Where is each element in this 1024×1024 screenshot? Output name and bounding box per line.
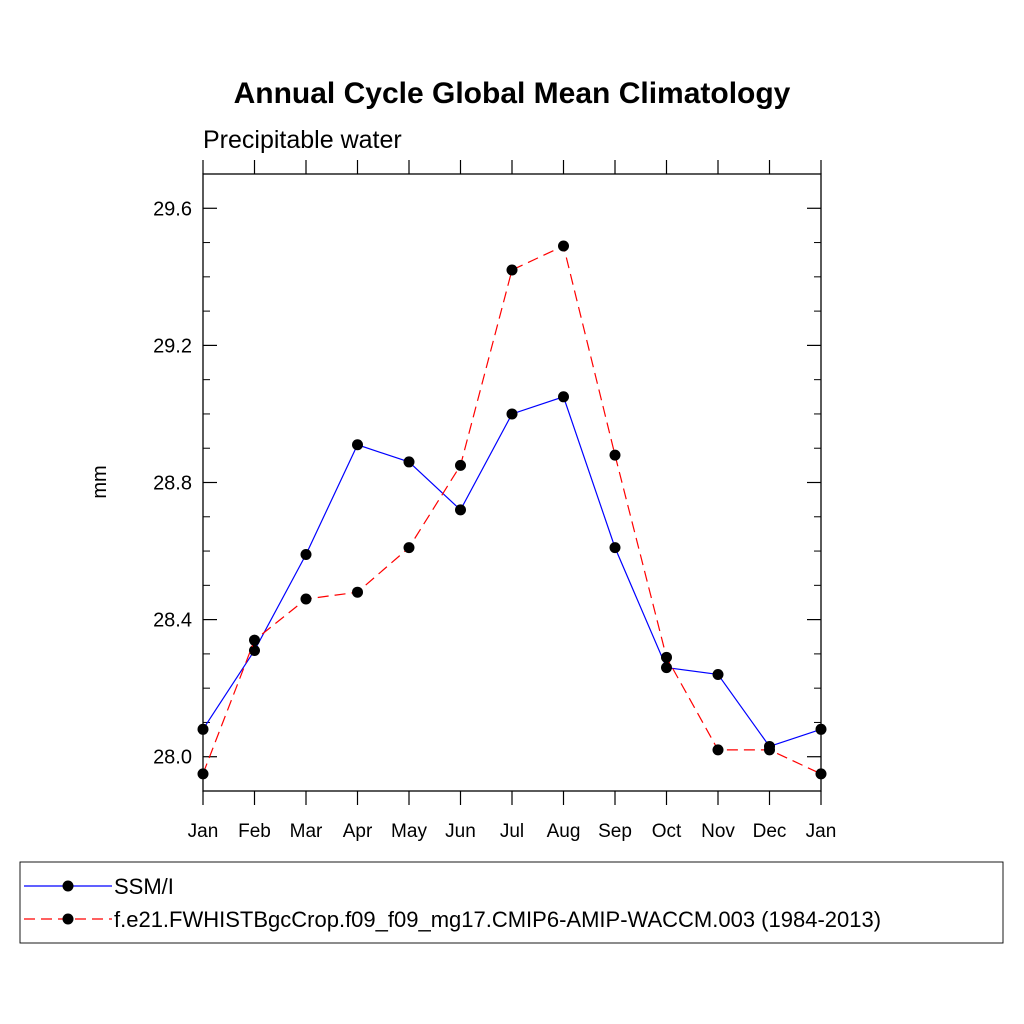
data-point [455, 504, 466, 516]
axes: 28.0 28.4 28.8 29.2 29.6 Jan Feb Mar Apr May Jun Ju… [153, 160, 836, 842]
x-tick-label: Aug [547, 821, 581, 842]
legend-box [19, 861, 1004, 944]
x-tick-label: Apr [343, 821, 373, 842]
data-point [506, 264, 518, 276]
data-point [661, 662, 672, 674]
x-tick-label: Oct [652, 821, 682, 842]
data-point [558, 391, 569, 403]
y-tick-label: 29.2 [153, 335, 192, 357]
y-tick-label: 28.4 [153, 610, 192, 632]
data-point [712, 668, 724, 680]
legend: SSM/I f.e21.FWHISTBgcCrop.f09_f09_mg17.CM… [19, 861, 1004, 944]
data-point [352, 439, 363, 451]
y-tick-label: 28.0 [153, 747, 192, 769]
x-tick-label: Feb [238, 821, 271, 842]
x-tick-label: May [391, 821, 427, 842]
data-point [815, 723, 827, 735]
x-tick-label: Jan [188, 821, 219, 842]
data-point [558, 240, 569, 252]
data-point [352, 586, 363, 598]
data-point [249, 644, 260, 656]
y-tick-label: 29.6 [153, 198, 192, 220]
data-point [197, 723, 209, 735]
data-point [455, 459, 466, 471]
legend-label: SSM/I [114, 874, 174, 899]
x-tick-label: Mar [290, 821, 323, 842]
data-point [764, 744, 775, 756]
x-tick-label: Dec [753, 821, 787, 842]
series-1 [197, 391, 827, 752]
series-line [202, 245, 822, 775]
series-2 [197, 240, 827, 780]
x-tick-label: Jan [806, 821, 837, 842]
data-point [815, 768, 827, 780]
x-tick-label: Jun [445, 821, 476, 842]
y-axis-label: mm [89, 465, 111, 498]
x-tick-label: Jul [500, 821, 524, 842]
data-point [249, 634, 260, 646]
legend-marker [62, 880, 74, 892]
x-tick-label: Nov [701, 821, 735, 842]
series-layer [197, 240, 827, 780]
chart-subtitle: Precipitable water [203, 126, 402, 154]
data-point [300, 593, 312, 605]
chart-title: Annual Cycle Global Mean Climatology [234, 77, 791, 110]
data-point [506, 408, 518, 420]
legend-marker [62, 913, 74, 925]
data-point [197, 768, 209, 780]
legend-label: f.e21.FWHISTBgcCrop.f09_f09_mg17.CMIP6-A… [114, 907, 881, 932]
series-line [202, 396, 822, 748]
data-point [712, 744, 724, 756]
x-tick-label: Sep [598, 821, 632, 842]
data-point [609, 449, 621, 461]
data-point [661, 651, 672, 663]
data-point [300, 548, 312, 560]
data-point [609, 542, 621, 554]
data-point [403, 456, 415, 468]
data-point [403, 542, 415, 554]
y-tick-label: 28.8 [153, 473, 192, 495]
